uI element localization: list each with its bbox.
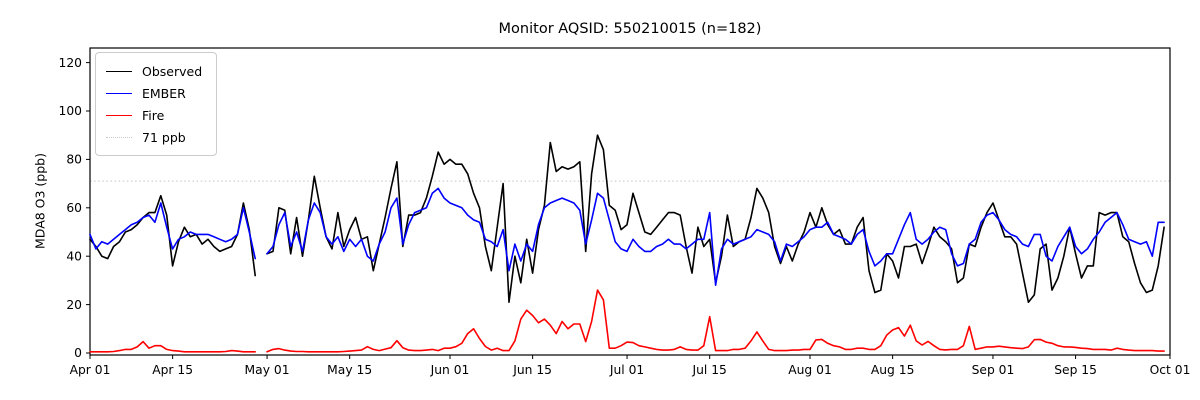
legend-item-observed: Observed	[106, 60, 202, 82]
y-tick-label: 20	[66, 298, 82, 312]
ember-line-swatch	[106, 92, 132, 94]
x-tick-label: Aug 15	[871, 363, 915, 377]
plot-border	[89, 47, 1171, 356]
x-tick-label: Oct 01	[1150, 363, 1191, 377]
series-lines	[89, 134, 1165, 353]
x-tick-label: May 15	[327, 363, 372, 377]
series-line-fire	[89, 289, 1165, 353]
x-tick-label: Jul 15	[691, 363, 726, 377]
y-tick-label: 120	[59, 56, 82, 70]
x-tick-label: Sep 01	[972, 363, 1015, 377]
legend: Observed EMBER Fire 71 ppb	[95, 52, 218, 156]
y-tick-label: 60	[66, 201, 82, 215]
observed-line-swatch	[106, 70, 132, 72]
x-tick-label: Apr 15	[152, 363, 193, 377]
legend-item-fire: Fire	[106, 104, 202, 126]
legend-label-observed: Observed	[142, 63, 203, 79]
legend-item-threshold: 71 ppb	[106, 126, 202, 148]
x-tick-label: Aug 01	[788, 363, 832, 377]
y-tick-label: 100	[59, 104, 82, 118]
x-tick-label: Jul 01	[609, 363, 644, 377]
legend-item-ember: EMBER	[106, 82, 202, 104]
y-axis-label: MDA8 O3 (ppb)	[32, 153, 48, 249]
fire-line-swatch	[106, 114, 132, 116]
chart-title: Monitor AQSID: 550210015 (n=182)	[498, 21, 762, 37]
legend-label-threshold: 71 ppb	[142, 129, 186, 145]
axes: 0 20 40 60 80 100 120 Apr 01 Apr 15 May 01 May 15 J…	[59, 47, 1191, 377]
y-tick-label: 0	[74, 346, 82, 360]
y-tick-label: 80	[66, 153, 82, 167]
y-tick-label: 40	[66, 249, 82, 263]
series-line-ember	[89, 187, 1165, 286]
x-tick-label: Jun 15	[512, 363, 552, 377]
x-tick-label: Jun 01	[430, 363, 470, 377]
legend-label-fire: Fire	[142, 107, 165, 123]
x-tick-label: May 01	[245, 363, 290, 377]
series-line-observed	[89, 134, 1165, 303]
legend-label-ember: EMBER	[142, 85, 186, 101]
x-tick-label: Apr 01	[70, 363, 111, 377]
x-tick-label: Sep 15	[1054, 363, 1097, 377]
threshold-line-swatch	[106, 136, 132, 138]
